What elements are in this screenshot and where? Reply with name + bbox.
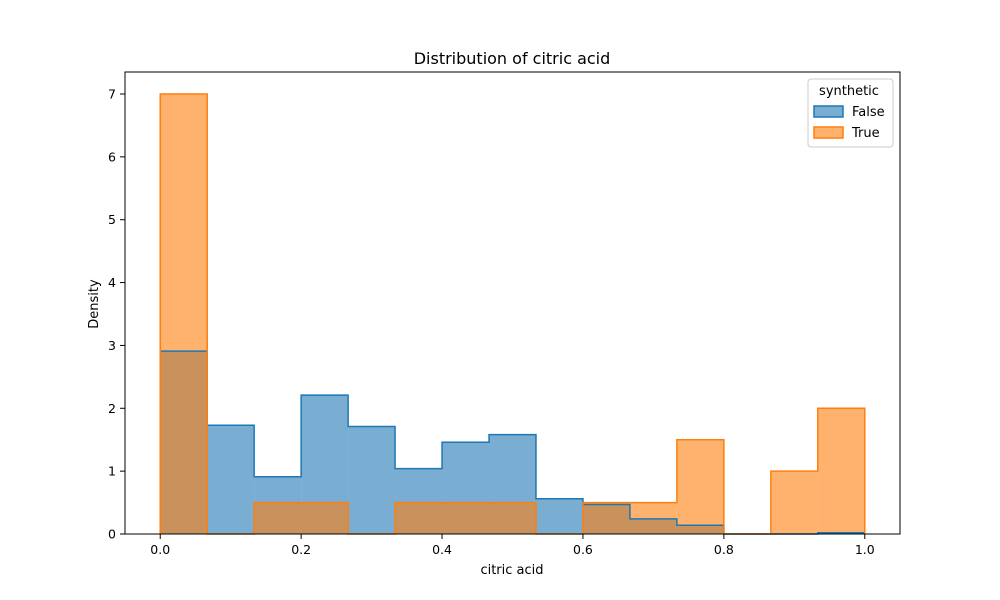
x-tick-label: 0.0 <box>150 542 170 557</box>
y-tick-label: 1 <box>108 464 116 479</box>
bar-true-11 <box>676 439 724 534</box>
bar-true-0 <box>160 94 208 534</box>
y-tick-label: 0 <box>108 527 116 542</box>
bar-true-5 <box>395 502 443 534</box>
bar-true-7 <box>489 502 536 534</box>
bar-true-2 <box>254 502 302 534</box>
legend-swatch-false <box>813 105 844 118</box>
bar-true-9 <box>582 502 630 534</box>
bar-false-8 <box>535 498 583 534</box>
y-tick-label: 5 <box>108 212 116 227</box>
bar-false-4 <box>348 426 396 534</box>
step-outline-true <box>159 93 866 535</box>
x-axis: 0.0 0.2 0.4 0.6 0.8 1.0 <box>150 534 875 557</box>
x-tick-label: 1.0 <box>855 542 875 557</box>
y-tick-label: 6 <box>108 149 116 164</box>
x-tick-label: 0.2 <box>291 542 311 557</box>
bar-true-6 <box>442 502 490 534</box>
y-axis-label: Density <box>87 279 102 329</box>
y-tick-label: 3 <box>108 338 116 353</box>
chart-title: Distribution of citric acid <box>414 49 611 68</box>
plot-area-frame <box>124 71 901 535</box>
y-tick-label: 4 <box>108 275 116 290</box>
bar-true-14 <box>817 408 865 534</box>
bars-layer <box>160 94 865 534</box>
bar-false-1 <box>207 425 255 534</box>
y-tick-label: 2 <box>108 401 116 416</box>
y-tick-label: 7 <box>108 87 116 102</box>
legend-label-false: False <box>852 105 885 120</box>
x-tick-label: 0.6 <box>573 542 593 557</box>
legend: synthetic False True <box>807 78 894 148</box>
x-tick-label: 0.4 <box>432 542 452 557</box>
y-axis: 0 1 2 3 4 5 6 7 <box>108 87 125 542</box>
x-tick-label: 0.8 <box>714 542 734 557</box>
legend-label-true: True <box>851 126 880 141</box>
bar-true-13 <box>770 471 818 534</box>
legend-swatch-true <box>813 126 844 139</box>
x-axis-label: citric acid <box>480 563 543 578</box>
legend-title: synthetic <box>819 84 879 99</box>
bar-true-3 <box>301 502 349 534</box>
